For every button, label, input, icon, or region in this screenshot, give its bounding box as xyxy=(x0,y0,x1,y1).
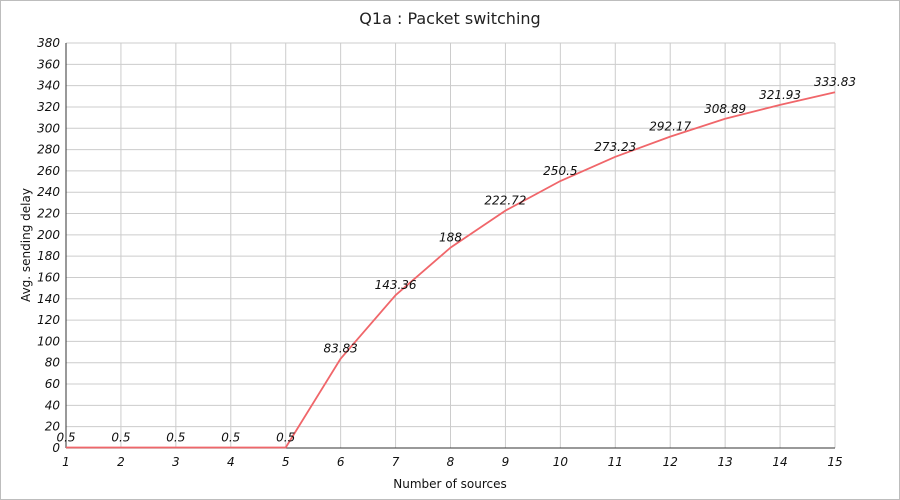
x-tick-label: 7 xyxy=(392,455,400,469)
y-tick-label: 0 xyxy=(52,441,60,455)
data-label-layer: 0.5 0.5 0.5 0.5 0.5 83.83 143.36 188 222.72 250.5… xyxy=(56,75,856,444)
x-tick-label: 9 xyxy=(502,455,510,469)
x-tick-label: 12 xyxy=(663,455,678,469)
x-tick-label: 6 xyxy=(337,455,345,469)
x-tick-label: 1 xyxy=(62,455,70,469)
y-tick-label: 360 xyxy=(37,57,60,71)
y-tick-label: 260 xyxy=(37,164,60,178)
y-tick-label: 100 xyxy=(37,334,60,348)
x-tick-label: 13 xyxy=(718,455,733,469)
y-tick-label: 240 xyxy=(37,185,60,199)
y-tick-label: 40 xyxy=(45,398,61,412)
y-axis-label: Avg. sending delay xyxy=(19,188,33,302)
data-label: 188 xyxy=(439,231,462,245)
x-tick-label: 8 xyxy=(447,455,455,469)
y-tick-label: 80 xyxy=(45,356,61,370)
x-tick-label: 15 xyxy=(827,455,842,469)
x-tick-label: 5 xyxy=(282,455,290,469)
y-tick-label: 20 xyxy=(45,420,61,434)
x-tick-label: 11 xyxy=(608,455,623,469)
y-tick-label: 220 xyxy=(37,207,60,221)
y-tick-label: 280 xyxy=(37,143,60,157)
y-tick-label: 160 xyxy=(37,270,60,284)
data-label: 333.83 xyxy=(814,75,856,89)
data-label: 321.93 xyxy=(759,88,801,102)
x-tick-label: 2 xyxy=(117,455,125,469)
chart-title: Q1a : Packet switching xyxy=(359,9,540,28)
data-label: 0.5 xyxy=(166,430,185,444)
y-tick-label: 340 xyxy=(37,79,60,93)
data-label: 0.5 xyxy=(276,430,295,444)
data-label: 83.83 xyxy=(323,342,357,356)
x-tick-label: 4 xyxy=(227,455,235,469)
y-tick-label: 60 xyxy=(45,377,61,391)
y-tick-label: 380 xyxy=(37,36,60,50)
data-label: 292.17 xyxy=(649,120,691,134)
x-axis-label: Number of sources xyxy=(393,477,507,491)
y-tick-label: 140 xyxy=(37,292,60,306)
series-layer xyxy=(65,91,836,449)
x-tick-label: 14 xyxy=(772,455,787,469)
data-label: 0.5 xyxy=(221,430,240,444)
y-tick-label: 180 xyxy=(37,249,60,263)
x-tick-label: 3 xyxy=(172,455,180,469)
data-label: 222.72 xyxy=(484,194,526,208)
data-label: 308.89 xyxy=(704,102,746,116)
data-label: 273.23 xyxy=(594,140,636,154)
data-label: 0.5 xyxy=(56,430,75,444)
data-label: 143.36 xyxy=(375,278,417,292)
y-tick-label: 320 xyxy=(37,100,60,114)
x-tick-label: 10 xyxy=(553,455,569,469)
axis-layer: 0 20 40 60 80 100 120 140 160 180 200 220 240 260 280 3… xyxy=(37,36,843,469)
data-label: 0.5 xyxy=(111,430,130,444)
y-tick-label: 300 xyxy=(37,121,60,135)
y-tick-label: 200 xyxy=(37,228,60,242)
data-label: 250.5 xyxy=(543,164,577,178)
y-tick-label: 120 xyxy=(37,313,60,327)
